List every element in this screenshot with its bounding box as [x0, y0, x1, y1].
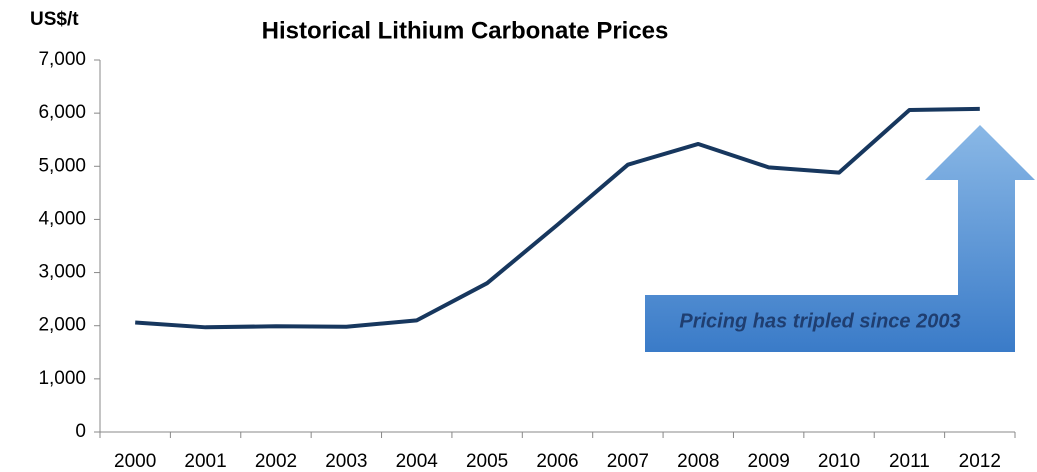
y-tick-label: 4,000	[38, 208, 86, 229]
x-tick-label: 2002	[255, 451, 297, 472]
chart-title: Historical Lithium Carbonate Prices	[262, 17, 669, 44]
y-tick-label: 7,000	[38, 49, 86, 70]
y-tick-label: 2,000	[38, 315, 86, 336]
annotation: Pricing has tripled since 2003	[679, 310, 960, 332]
x-tick-label: 2006	[536, 451, 578, 472]
y-tick-label: 0	[75, 421, 86, 442]
y-tick-label: 1,000	[38, 368, 86, 389]
x-tick-label: 2009	[748, 451, 790, 472]
x-tick-label: 2008	[677, 451, 719, 472]
x-tick-label: 2005	[466, 451, 508, 472]
y-axis-label: US$/t	[30, 9, 79, 30]
x-tick-label: 2004	[396, 451, 439, 472]
x-tick-label: 2007	[607, 451, 649, 472]
x-tick-label: 2010	[818, 451, 860, 472]
y-tick-label: 6,000	[38, 102, 86, 123]
y-tick-label: 3,000	[38, 262, 86, 283]
x-tick-label: 2011	[889, 451, 930, 472]
x-tick-label: 2000	[114, 451, 156, 472]
x-tick-label: 2003	[325, 451, 367, 472]
y-tick-label: 5,000	[38, 155, 86, 176]
annotation-arrow	[645, 125, 1035, 352]
x-tick-label: 2001	[184, 451, 226, 472]
price-line	[135, 106, 980, 330]
x-tick-label: 2012	[959, 451, 1001, 472]
